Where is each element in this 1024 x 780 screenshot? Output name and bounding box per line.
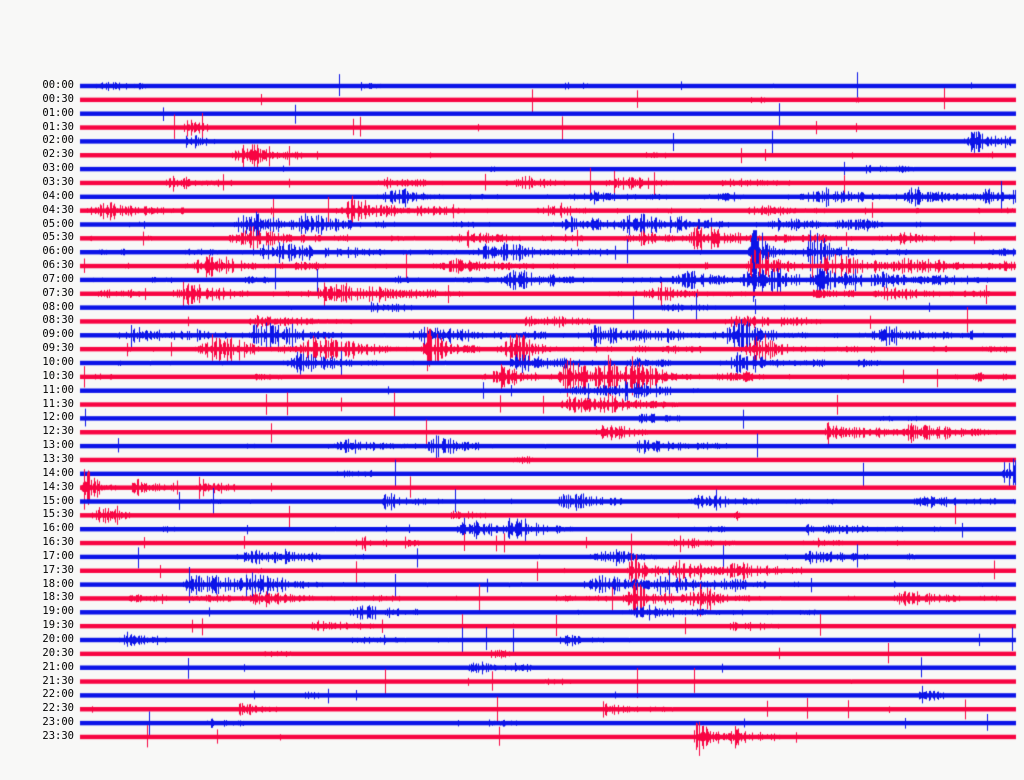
time-label: 11:00: [42, 383, 74, 396]
time-label: 18:00: [42, 577, 74, 590]
time-label: 01:00: [42, 106, 74, 119]
time-label: 22:00: [42, 688, 74, 701]
time-label: 05:30: [42, 231, 74, 244]
time-label: 20:00: [42, 633, 74, 645]
time-label: 15:00: [42, 494, 74, 507]
time-label: 16:00: [42, 522, 74, 535]
time-label: 09:30: [42, 342, 74, 355]
time-label: 02:00: [42, 134, 74, 147]
time-label: 10:00: [42, 356, 74, 368]
time-label: 04:00: [42, 189, 74, 202]
time-label: 05:00: [42, 217, 74, 230]
time-label: 20:30: [42, 646, 74, 659]
time-label: 12:30: [42, 425, 74, 438]
time-label: 04:30: [42, 203, 74, 216]
time-label: 08:30: [42, 314, 74, 327]
time-label: 12:00: [42, 411, 74, 424]
time-label: 17:30: [42, 563, 74, 576]
time-label: 03:00: [42, 162, 74, 175]
time-label: 00:30: [42, 92, 74, 105]
time-label: 21:00: [42, 660, 74, 673]
time-label: 07:00: [42, 272, 74, 285]
time-label: 22:30: [42, 702, 74, 715]
time-label: 21:30: [42, 674, 74, 687]
time-label: 23:30: [42, 729, 74, 742]
time-label: 01:30: [42, 120, 74, 133]
time-label: 07:30: [42, 286, 74, 299]
time-label: 23:00: [42, 716, 74, 729]
time-label: 14:30: [42, 480, 74, 493]
time-label: 14:00: [42, 466, 74, 479]
time-label: 19:30: [42, 619, 74, 632]
time-label: 15:30: [42, 508, 74, 521]
time-label: 10:30: [42, 369, 74, 382]
time-label: 06:00: [42, 245, 74, 258]
time-label: 13:30: [42, 452, 74, 465]
time-label: 02:30: [42, 148, 74, 161]
time-label: 03:30: [42, 175, 74, 188]
time-label: 19:00: [42, 605, 74, 618]
time-label: 17:00: [42, 549, 74, 562]
time-label: 09:00: [42, 328, 74, 341]
time-label: 11:30: [42, 397, 74, 410]
time-label: 00:00: [42, 79, 74, 91]
time-label: 08:00: [42, 300, 74, 313]
time-label: 06:30: [42, 259, 74, 272]
time-label: 18:30: [42, 591, 74, 604]
time-label: 16:30: [42, 536, 74, 549]
time-label: 13:00: [42, 439, 74, 452]
